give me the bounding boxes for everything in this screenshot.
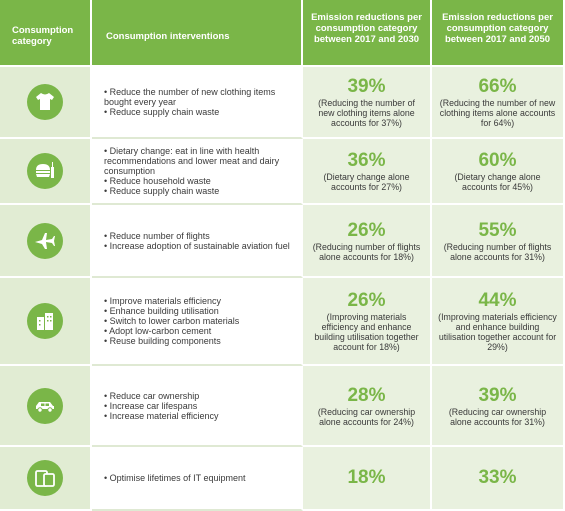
percent-value: 39%: [347, 76, 386, 97]
airplane-icon: [27, 222, 63, 259]
interventions-cars: Reduce car ownership Increase car lifesp…: [92, 366, 303, 447]
list-item: Adopt low-carbon cement: [104, 326, 239, 336]
interventions-flights: Reduce number of flights Increase adopti…: [92, 205, 303, 278]
percent-note: (Reducing the number of new clothing ite…: [439, 98, 556, 128]
list-item: Switch to lower carbon materials: [104, 316, 240, 326]
percent-value: 28%: [347, 384, 386, 406]
list-item: Increase adoption of sustainable aviatio…: [104, 241, 290, 251]
reduction-2050-buildings: 44% (Improving materials efficiency and …: [432, 278, 565, 366]
reduction-2030-clothing: 39% (Reducing the number of new clothing…: [303, 67, 432, 139]
percent-value: 39%: [478, 384, 517, 406]
list-item: Improve materials efficiency: [104, 296, 239, 306]
list-item: Optimise lifetimes of IT equipment: [104, 473, 246, 483]
buildings-icon: [27, 303, 63, 339]
header-category: Consumption category: [0, 0, 92, 67]
reduction-2050-food: 60% (Dietary change alone accounts for 4…: [432, 139, 565, 205]
list-item: Increase material efficiency: [104, 411, 219, 421]
reduction-2030-flights: 26% (Reducing number of flights alone ac…: [303, 205, 432, 278]
header-2050: Emission reductions per consumption cate…: [432, 0, 565, 67]
list-item: Reuse building components: [104, 336, 239, 346]
percent-note: (Reducing car ownership alone accounts f…: [448, 406, 547, 427]
interventions-buildings: Improve materials efficiency Enhance bui…: [92, 278, 303, 366]
reduction-2050-clothing: 66% (Reducing the number of new clothing…: [432, 67, 565, 139]
category-buildings: [0, 278, 92, 366]
reduction-2030-food: 36% (Dietary change alone accounts for 2…: [303, 139, 432, 205]
clothing-icon: [27, 84, 63, 120]
list-item: Reduce household waste: [104, 176, 293, 186]
percent-value: 44%: [478, 290, 517, 311]
list-item: Reduce supply chain waste: [104, 186, 293, 196]
list-item: Reduce supply chain waste: [104, 107, 293, 117]
reduction-2030-devices: 18%: [303, 447, 432, 511]
percent-value: 36%: [347, 150, 386, 171]
emissions-table: Consumption category Consumption interve…: [0, 0, 565, 497]
header-interventions: Consumption interventions: [92, 0, 303, 67]
percent-note: (Dietary change alone accounts for 45%): [454, 172, 541, 192]
percent-note: (Reducing car ownership alone accounts f…: [317, 406, 416, 427]
category-clothing: [0, 67, 92, 139]
percent-note: (Reducing the number of new clothing ite…: [318, 98, 415, 128]
list-item: Reduce car ownership: [104, 391, 219, 401]
category-cars: [0, 366, 92, 447]
header-2030: Emission reductions per consumption cate…: [303, 0, 432, 67]
percent-note: (Improving materials efficiency and enha…: [438, 312, 557, 352]
car-icon: [27, 387, 63, 424]
percent-value: 26%: [347, 290, 386, 311]
list-item: Enhance building utilisation: [104, 306, 239, 316]
list-item: Reduce the number of new clothing items …: [104, 87, 293, 107]
percent-note: (Dietary change alone accounts for 27%): [323, 172, 410, 192]
reduction-2030-buildings: 26% (Improving materials efficiency and …: [303, 278, 432, 366]
list-item: Reduce number of flights: [104, 231, 290, 241]
reduction-2050-flights: 55% (Reducing number of flights alone ac…: [432, 205, 565, 278]
percent-value: 18%: [347, 467, 386, 488]
list-item: Increase car lifespans: [104, 401, 219, 411]
percent-value: 66%: [478, 76, 517, 97]
percent-value: 60%: [478, 150, 517, 171]
interventions-clothing: Reduce the number of new clothing items …: [92, 67, 303, 139]
reduction-2050-cars: 39% (Reducing car ownership alone accoun…: [432, 366, 565, 447]
percent-value: 33%: [478, 467, 517, 488]
reduction-2050-devices: 33%: [432, 447, 565, 511]
devices-icon: [27, 460, 63, 496]
category-food: [0, 139, 92, 205]
category-devices: [0, 447, 92, 511]
reduction-2030-cars: 28% (Reducing car ownership alone accoun…: [303, 366, 432, 447]
interventions-food: Dietary change: eat in line with health …: [92, 139, 303, 205]
percent-note: (Reducing number of flights alone accoun…: [312, 241, 421, 262]
interventions-devices: Optimise lifetimes of IT equipment: [92, 447, 303, 511]
percent-note: (Improving materials efficiency and enha…: [314, 312, 419, 352]
food-icon: [27, 153, 63, 189]
percent-note: (Reducing number of flights alone accoun…: [443, 241, 552, 262]
percent-value: 26%: [347, 219, 386, 241]
percent-value: 55%: [478, 219, 517, 241]
list-item: Dietary change: eat in line with health …: [104, 146, 293, 176]
category-flights: [0, 205, 92, 278]
